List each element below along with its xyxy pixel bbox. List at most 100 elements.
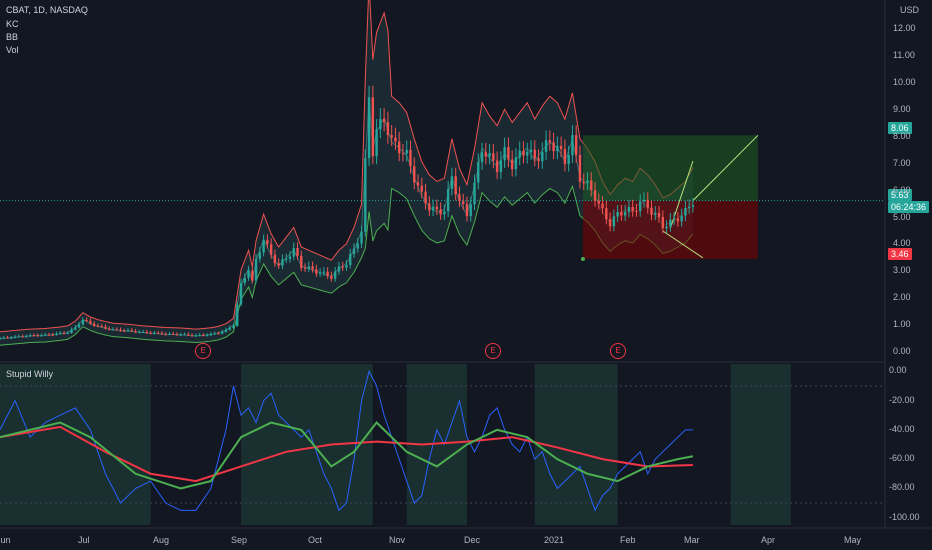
candle-body [394, 137, 397, 142]
candle-body [236, 304, 239, 326]
symbol-title[interactable]: CBAT, 1D, NASDAQ [6, 5, 88, 15]
time-axis-label: Mar [684, 535, 700, 545]
candle-body [277, 263, 280, 266]
candle-body [243, 277, 246, 283]
candle-body [371, 97, 375, 157]
candle-body [198, 335, 201, 337]
time-axis-label: Dec [464, 535, 481, 545]
candle-body [285, 258, 288, 260]
candle-body [665, 226, 668, 229]
candle-body [130, 330, 134, 332]
candle-body [529, 149, 533, 152]
candle-body [514, 157, 518, 170]
indicator-vol-label[interactable]: Vol [6, 45, 19, 55]
candle-body [17, 336, 21, 338]
candle-body [28, 335, 32, 337]
candle-body [164, 334, 167, 336]
oscillator-axis-label: -80.00 [889, 482, 915, 493]
candle-body [375, 129, 378, 157]
candle-body [55, 333, 58, 335]
candle-body [92, 323, 96, 326]
candle-body [104, 326, 107, 329]
price-axis-label: 5.00 [893, 211, 911, 222]
earnings-badge[interactable]: E [485, 343, 501, 359]
candle-body [333, 271, 337, 279]
candle-body [428, 203, 431, 211]
oscillator-fast-ma [0, 421, 694, 490]
candle-body [563, 148, 567, 165]
candle-body [345, 264, 348, 268]
candle-body [59, 333, 62, 335]
candle-body [96, 325, 100, 327]
candle-body [556, 146, 559, 152]
target-price-tag: 8.06 [888, 122, 912, 134]
candle-body [672, 218, 676, 220]
candle-body [360, 231, 363, 244]
candle-body [559, 146, 563, 149]
candle-body [303, 267, 307, 269]
candle-body [386, 122, 390, 136]
candle-body [62, 333, 66, 335]
candle-body [462, 201, 465, 204]
entry-marker [580, 256, 585, 261]
candle-body [601, 203, 604, 209]
candle-body [356, 243, 359, 249]
candle-body [153, 333, 156, 335]
candle-body [247, 270, 250, 278]
candle-body [281, 259, 284, 266]
candle-body [149, 333, 152, 335]
candle-body [631, 206, 634, 212]
candle-body [676, 218, 680, 222]
candle-body [518, 150, 521, 158]
oscillator-axis-label: -20.00 [889, 394, 915, 405]
candle-body [74, 327, 77, 330]
candle-body [435, 206, 439, 210]
candle-body [431, 206, 435, 211]
time-axis-label: Nov [389, 535, 406, 545]
candle-body [183, 334, 186, 336]
projection-arrow [692, 134, 759, 201]
candle-body [81, 319, 85, 325]
price-axis-label: 1.00 [893, 319, 911, 330]
candle-body [326, 271, 329, 276]
last-price-tag: 5.63 [888, 189, 912, 201]
price-axis-label: 11.00 [893, 50, 915, 61]
earnings-badge[interactable]: E [610, 343, 626, 359]
oscillator-zone [241, 364, 373, 525]
time-axis-label: Feb [620, 535, 636, 545]
candle-body [10, 337, 13, 339]
earnings-badge[interactable]: E [195, 343, 211, 359]
candle-body [522, 150, 525, 156]
candle-body [642, 199, 646, 202]
indicator-bb-label[interactable]: BB [6, 32, 19, 42]
candle-body [172, 333, 175, 335]
candle-body [315, 269, 318, 274]
candle-body [420, 185, 423, 192]
keltner-fill [0, 0, 693, 346]
candle-body [322, 271, 326, 273]
candle-body [439, 209, 442, 215]
candle-body [567, 155, 570, 165]
candle-body [382, 118, 386, 123]
currency-label: USD [900, 5, 920, 15]
projection-arrow [662, 230, 704, 259]
candle-body [364, 158, 367, 232]
indicator-kc-label[interactable]: KC [6, 19, 19, 29]
candle-body [6, 337, 9, 339]
candle-body [126, 330, 130, 332]
candle-body [168, 333, 171, 335]
oscillator-title[interactable]: Stupid Willy [6, 369, 54, 379]
candle-body [552, 142, 555, 152]
oscillator-axis-label: 0.00 [889, 365, 907, 376]
candle-body [239, 282, 243, 305]
candle-body [100, 326, 103, 328]
candle-body [70, 329, 73, 334]
countdown-tag: 06:24:36 [888, 201, 930, 213]
candle-body [341, 266, 344, 268]
candle-body [77, 324, 81, 328]
candle-body [138, 332, 141, 334]
oscillator-line [0, 369, 693, 512]
candle-body [450, 176, 454, 189]
price-axis-label: 7.00 [893, 157, 911, 168]
